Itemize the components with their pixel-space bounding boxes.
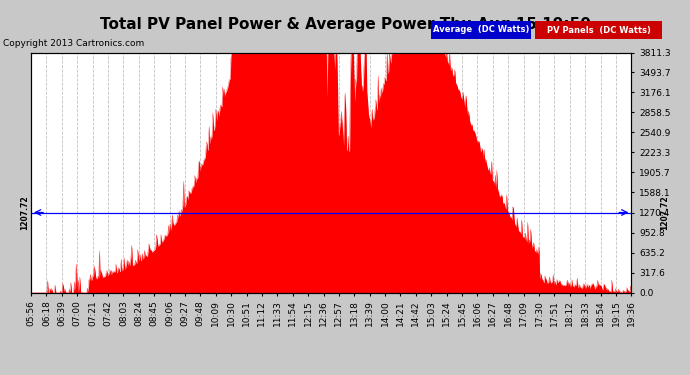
Text: Average  (DC Watts): Average (DC Watts) (433, 26, 529, 34)
Text: 1207.72: 1207.72 (660, 195, 669, 230)
Text: PV Panels  (DC Watts): PV Panels (DC Watts) (546, 26, 651, 34)
Text: 1207.72: 1207.72 (21, 195, 30, 230)
Text: Copyright 2013 Cartronics.com: Copyright 2013 Cartronics.com (3, 39, 145, 48)
Text: Total PV Panel Power & Average Power Thu Aug 15 19:50: Total PV Panel Power & Average Power Thu… (99, 17, 591, 32)
